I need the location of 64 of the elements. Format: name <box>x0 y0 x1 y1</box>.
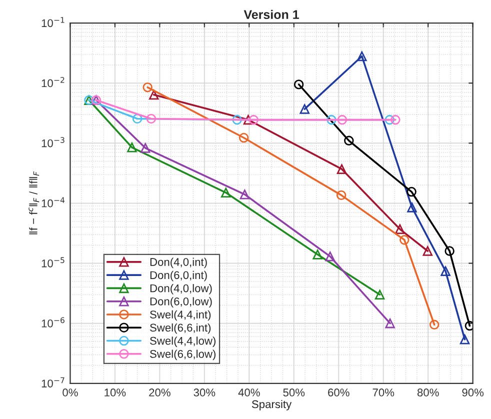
legend-label: Swel(4,4,int) <box>150 310 211 321</box>
point <box>384 114 394 125</box>
y-tick-label: 10$^{−3}$ <box>42 137 64 148</box>
x-axis-title: Sparsity <box>252 400 292 410</box>
x-tick-label: 50% <box>283 388 305 396</box>
point <box>142 82 152 92</box>
point <box>132 114 142 124</box>
point <box>464 320 473 331</box>
point <box>149 90 159 100</box>
point <box>440 266 450 276</box>
point <box>395 224 405 234</box>
point <box>232 114 242 125</box>
x-tick-label: 40% <box>238 388 260 396</box>
point <box>400 235 410 245</box>
point <box>140 143 150 153</box>
y-tick-label: 10$^{−2}$ <box>42 77 64 88</box>
x-tick-label: 80% <box>417 388 439 396</box>
x-tick-label: 10% <box>104 388 126 396</box>
y-tick-label: 10$^{−5}$ <box>42 257 64 268</box>
y-tick-label: 10$^{−1}$ <box>42 17 64 28</box>
point <box>326 114 336 125</box>
x-tick-label: 70% <box>372 388 394 396</box>
point <box>460 334 470 344</box>
x-tick-label: 60% <box>328 388 350 396</box>
legend-label: Swel(4,4,low) <box>150 336 216 347</box>
point <box>243 114 254 125</box>
legend-label: Swel(6,6,int) <box>150 323 211 334</box>
point <box>385 318 395 328</box>
point <box>357 51 367 62</box>
point <box>312 250 322 260</box>
point <box>146 114 156 124</box>
point <box>325 252 335 262</box>
point <box>248 114 258 125</box>
x-tick-label: 30% <box>194 388 216 396</box>
point <box>406 186 416 197</box>
point <box>238 132 249 143</box>
legend-label: Don(4,0,low) <box>150 284 212 294</box>
legend-label: Swel(6,6,low) <box>150 350 216 360</box>
x-tick-label: 20% <box>149 388 170 396</box>
legend-label: Don(4,0,int) <box>150 258 207 268</box>
point <box>336 190 346 200</box>
point <box>221 188 231 198</box>
point <box>344 136 354 146</box>
legend-label: Don(6,0,low) <box>150 297 212 308</box>
y-tick-label: 10$^{−7}$ <box>42 377 64 388</box>
point <box>422 246 433 256</box>
y-tick-label: 10$^{−6}$ <box>42 317 64 328</box>
point <box>300 104 310 114</box>
x-tick-label: 0% <box>62 388 78 396</box>
legend-label: Don(6,0,int) <box>150 270 207 282</box>
point <box>127 142 137 152</box>
x-tick-label: 90% <box>462 388 484 396</box>
point <box>374 290 385 300</box>
y-axis-title: ‖f − f$^{c}$‖$_{F}$ / ‖f‖$_{F}$ <box>28 171 40 234</box>
point <box>337 114 348 125</box>
point <box>336 164 347 174</box>
y-tick-label: 10$^{−4}$ <box>42 197 65 208</box>
point <box>240 190 250 200</box>
chart-title: Version 1 <box>244 10 299 19</box>
point <box>294 80 304 90</box>
point <box>390 114 400 125</box>
point <box>407 202 417 212</box>
point <box>444 246 454 256</box>
point <box>430 320 440 330</box>
